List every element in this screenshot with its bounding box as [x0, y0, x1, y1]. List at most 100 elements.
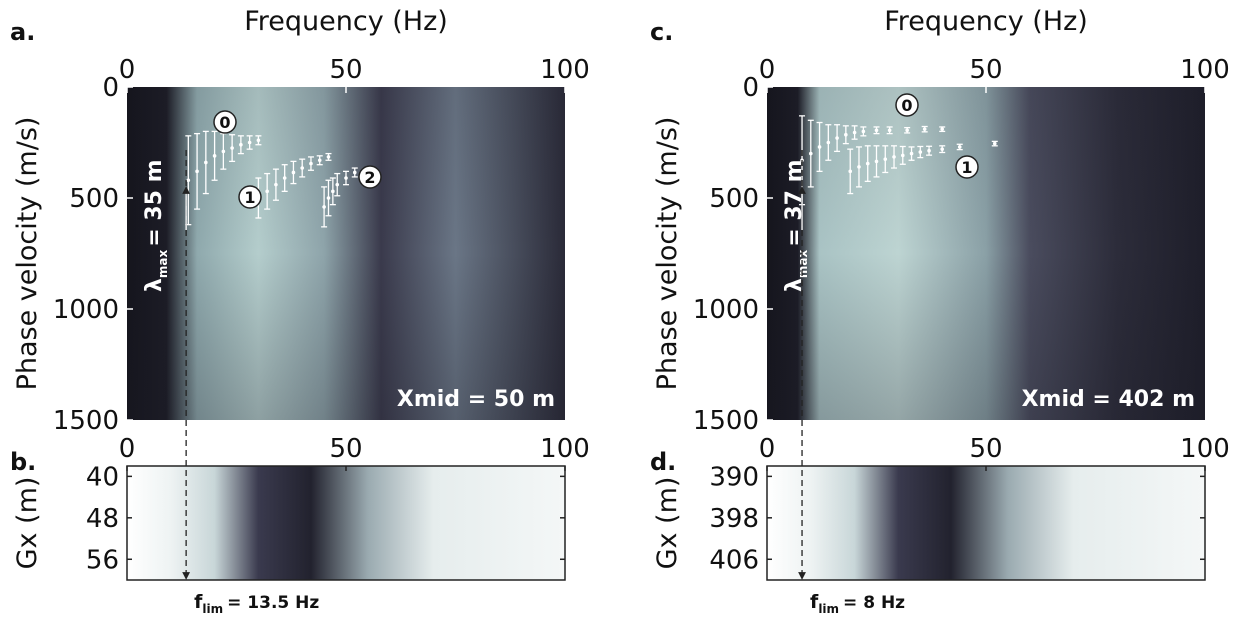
y-tick-label: 500 [709, 184, 759, 214]
point [309, 161, 313, 166]
error-point [825, 124, 832, 161]
x-axis-label: Frequency (Hz) [244, 6, 448, 37]
point [335, 182, 340, 187]
f-lim-symbol: f [810, 591, 819, 613]
error-point [908, 146, 915, 161]
point [865, 161, 870, 166]
point [874, 128, 879, 133]
y-tick-label: 56 [86, 545, 119, 575]
point [809, 151, 813, 156]
point [239, 142, 243, 147]
mode-badge [895, 93, 919, 117]
error-point [299, 158, 306, 178]
error-point [211, 130, 218, 181]
error-point [882, 145, 889, 174]
error-point [855, 146, 862, 188]
error-point [264, 172, 271, 210]
error-point [343, 170, 349, 186]
f-lim-symbol: f [194, 591, 203, 613]
error-point [851, 125, 858, 140]
point [265, 189, 269, 194]
point [848, 169, 853, 174]
point [918, 150, 923, 154]
lambda-label: λmax = 37 m [782, 159, 810, 292]
point [326, 196, 331, 200]
annotation: Xmid = 402 m [1022, 387, 1195, 412]
error-point [873, 145, 880, 178]
y-tick-label: 500 [69, 184, 119, 214]
point [909, 151, 914, 156]
point [892, 155, 896, 159]
point [247, 140, 252, 145]
error-point [185, 135, 192, 226]
f-lim-label: flim = 8 Hz [810, 591, 905, 616]
point [230, 146, 234, 150]
point [861, 129, 866, 134]
point [900, 153, 905, 158]
point [874, 159, 879, 164]
error-point [842, 125, 849, 145]
lambda-value: = 37 m [782, 159, 807, 246]
x-tick-label: 50 [329, 434, 362, 464]
lambda-sub: max [796, 249, 810, 278]
panel-label: b. [10, 448, 36, 476]
error-point [325, 152, 332, 161]
error-point [316, 155, 323, 166]
x-tick-label: 50 [969, 55, 1002, 85]
x-tick-label: 100 [540, 434, 590, 464]
point [992, 141, 997, 146]
error-point [255, 135, 262, 146]
panel-label: c. [650, 18, 673, 46]
y-tick-label: 398 [709, 504, 759, 534]
mode-badge [358, 165, 382, 189]
error-point [864, 145, 871, 183]
point [212, 154, 217, 158]
point [817, 145, 822, 149]
error-point [899, 145, 906, 165]
x-tick-label: 50 [329, 55, 362, 85]
error-point [921, 125, 928, 133]
dispersion-shade [127, 87, 565, 420]
point [940, 127, 944, 131]
y-axis-label: Phase velocity (m/s) [652, 117, 683, 391]
y-tick-label: 1500 [693, 406, 759, 436]
point [887, 128, 892, 133]
point [274, 182, 278, 187]
y-tick-label: 406 [709, 545, 759, 575]
f-lim-value: = 13.5 Hz [227, 593, 319, 613]
mode-label: 0 [901, 96, 912, 115]
error-point [321, 186, 328, 228]
point [195, 169, 199, 174]
panel-label: d. [650, 448, 676, 476]
error-point [237, 135, 244, 155]
point [957, 145, 962, 149]
lambda-label: λmax = 35 m [142, 159, 170, 292]
point [221, 149, 226, 154]
mode-badge [238, 185, 262, 209]
error-point [847, 148, 854, 195]
x-tick-label: 0 [759, 434, 776, 464]
x-axis-label: Frequency (Hz) [884, 6, 1088, 37]
y-axis-label: Gx (m) [12, 477, 43, 570]
error-point [272, 168, 279, 201]
y-tick-label: 1000 [693, 295, 759, 325]
error-point [816, 121, 823, 173]
error-point [873, 126, 880, 135]
point [322, 205, 326, 209]
y-tick-label: 0 [742, 73, 759, 103]
f-lim-sub: lim [202, 602, 223, 616]
error-point [202, 130, 209, 195]
error-point [807, 119, 814, 188]
mode-label: 0 [219, 113, 230, 132]
annotation: Xmid = 50 m [397, 387, 555, 412]
f-lim-value: = 8 Hz [843, 593, 905, 613]
error-point [334, 172, 341, 197]
mode-label: 1 [244, 188, 255, 207]
error-point [991, 140, 998, 147]
f-lim-sub: lim [818, 602, 839, 616]
lambda-value: = 35 m [142, 159, 167, 246]
point [927, 148, 931, 153]
error-point [307, 156, 314, 171]
